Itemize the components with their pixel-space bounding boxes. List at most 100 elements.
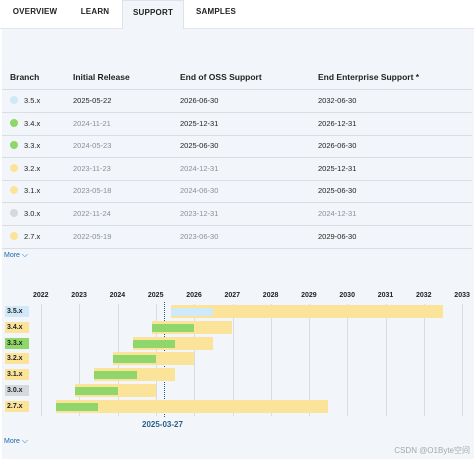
table-row: 3.0.x 2022-11-24 2023-12-31 2024-12-31 <box>2 203 472 225</box>
branch-cell: 2.7.x <box>24 231 41 241</box>
branch-cell: 3.4.x <box>24 118 41 128</box>
header-branch: Branch <box>10 72 40 82</box>
status-dot-icon <box>10 141 18 150</box>
tab-overview[interactable]: OVERVIEW <box>12 7 58 16</box>
end-oss-cell: 2023-12-31 <box>180 209 219 218</box>
status-dot-icon <box>10 231 18 240</box>
year-gridline <box>194 304 196 416</box>
branch-label: 3.0.x <box>5 385 29 396</box>
status-dot-icon <box>10 209 18 217</box>
year-gridline <box>41 304 42 416</box>
status-dot-icon <box>10 118 18 127</box>
header-end-oss: End of OSS Support <box>180 72 262 82</box>
end-oss-cell: 2025-06-30 <box>180 141 219 151</box>
end-enterprise-cell: 2025-06-30 <box>318 186 357 196</box>
end-oss-cell: 2024-12-31 <box>180 163 219 173</box>
branch-label: 3.2.x <box>5 353 29 365</box>
initial-release-cell: 2023-11-23 <box>73 163 111 173</box>
row-divider <box>2 202 472 204</box>
header-end-enterprise: End Enterprise Support * <box>318 72 420 82</box>
year-tick-label: 2032 <box>416 292 432 299</box>
end-enterprise-cell: 2024-12-31 <box>318 209 357 218</box>
branch-label: 3.5.x <box>5 306 29 317</box>
status-dot-icon <box>10 163 18 172</box>
branch-label: 3.4.x <box>5 321 29 333</box>
initial-release-cell: 2025-05-22 <box>73 96 112 105</box>
enterprise-support-bar <box>170 305 444 318</box>
row-divider <box>2 179 472 181</box>
year-gridline <box>309 304 311 416</box>
table-row: 3.1.x 2023-05-18 2024-06-30 2025-06-30 <box>2 180 472 202</box>
initial-release-cell: 2024-11-21 <box>73 118 111 128</box>
oss-support-bar <box>151 323 195 332</box>
year-tick-label: 2027 <box>224 292 241 299</box>
year-gridline <box>270 304 272 416</box>
oss-support-bar <box>75 387 118 395</box>
oss-support-bar <box>170 308 214 316</box>
oss-support-bar <box>113 355 156 364</box>
year-tick-label: 2030 <box>339 292 355 299</box>
row-divider <box>2 157 472 159</box>
year-gridline <box>462 304 464 416</box>
oss-support-bar <box>132 339 176 348</box>
year-gridline <box>385 304 387 416</box>
branch-label: 3.3.x <box>5 337 29 349</box>
tab-support[interactable]: SUPPORT <box>122 0 184 29</box>
branch-cell: 3.3.x <box>24 141 41 151</box>
year-gridline <box>424 304 425 416</box>
year-tick-label: 2033 <box>454 292 470 299</box>
initial-release-cell: 2022-11-24 <box>73 209 111 218</box>
end-enterprise-cell: 2026-12-31 <box>318 118 357 128</box>
year-gridline <box>347 304 349 416</box>
tab-bar: OVERVIEW LEARN SUPPORT SAMPLES <box>0 0 474 29</box>
more-link-table[interactable]: More ⌵ <box>4 250 28 260</box>
oss-support-bar <box>55 402 99 411</box>
tab-samples[interactable]: SAMPLES <box>195 7 237 16</box>
chevron-down-icon: ⌵ <box>21 436 28 445</box>
more-label: More <box>4 252 20 259</box>
end-enterprise-cell: 2032-06-30 <box>318 96 357 105</box>
year-gridline <box>232 304 234 416</box>
year-tick-label: 2026 <box>186 292 202 299</box>
branch-cell: 3.5.x <box>24 96 41 105</box>
end-enterprise-cell: 2025-12-31 <box>318 163 357 173</box>
year-tick-label: 2031 <box>377 292 394 299</box>
table-divider <box>2 89 472 90</box>
table-row: 3.2.x 2023-11-23 2024-12-31 2025-12-31 <box>2 158 472 180</box>
branch-cell: 3.1.x <box>24 186 41 196</box>
more-label: More <box>4 438 20 445</box>
year-tick-label: 2029 <box>301 292 317 299</box>
year-tick-label: 2025 <box>147 292 164 299</box>
branch-cell: 3.0.x <box>24 209 41 218</box>
table-row: 3.3.x 2024-05-23 2025-06-30 2026-06-30 <box>2 135 472 157</box>
end-oss-cell: 2024-06-30 <box>180 186 219 196</box>
today-marker-label: 2025-03-27 <box>142 420 183 429</box>
end-enterprise-cell: 2029-06-30 <box>318 231 357 241</box>
row-divider <box>2 247 472 249</box>
table-row: 2.7.x 2022-05-19 2023-06-30 2029-06-30 <box>2 226 472 248</box>
tab-learn[interactable]: LEARN <box>80 7 110 16</box>
status-dot-icon <box>10 96 18 104</box>
table-row: 3.4.x 2024-11-21 2025-12-31 2026-12-31 <box>2 113 472 135</box>
row-divider <box>2 112 472 113</box>
end-oss-cell: 2023-06-30 <box>180 231 219 241</box>
initial-release-cell: 2022-05-19 <box>73 231 112 241</box>
initial-release-cell: 2023-05-18 <box>73 186 112 196</box>
end-oss-cell: 2025-12-31 <box>180 118 219 128</box>
year-gridline <box>79 304 81 416</box>
branch-label: 3.1.x <box>5 369 29 381</box>
row-divider <box>2 134 472 136</box>
year-tick-label: 2023 <box>71 292 87 299</box>
oss-support-bar <box>93 371 137 380</box>
watermark: CSDN @O1Byte空间 <box>394 446 470 455</box>
branch-cell: 3.2.x <box>24 163 41 173</box>
branch-label: 2.7.x <box>5 400 29 412</box>
header-initial-release: Initial Release <box>73 72 130 82</box>
more-link-timeline[interactable]: More ⌵ <box>4 436 28 446</box>
year-tick-label: 2024 <box>109 292 126 299</box>
initial-release-cell: 2024-05-23 <box>73 141 112 151</box>
row-divider <box>2 225 472 226</box>
year-tick-label: 2022 <box>33 292 49 299</box>
end-enterprise-cell: 2026-06-30 <box>318 141 357 151</box>
chevron-down-icon: ⌵ <box>21 250 28 259</box>
